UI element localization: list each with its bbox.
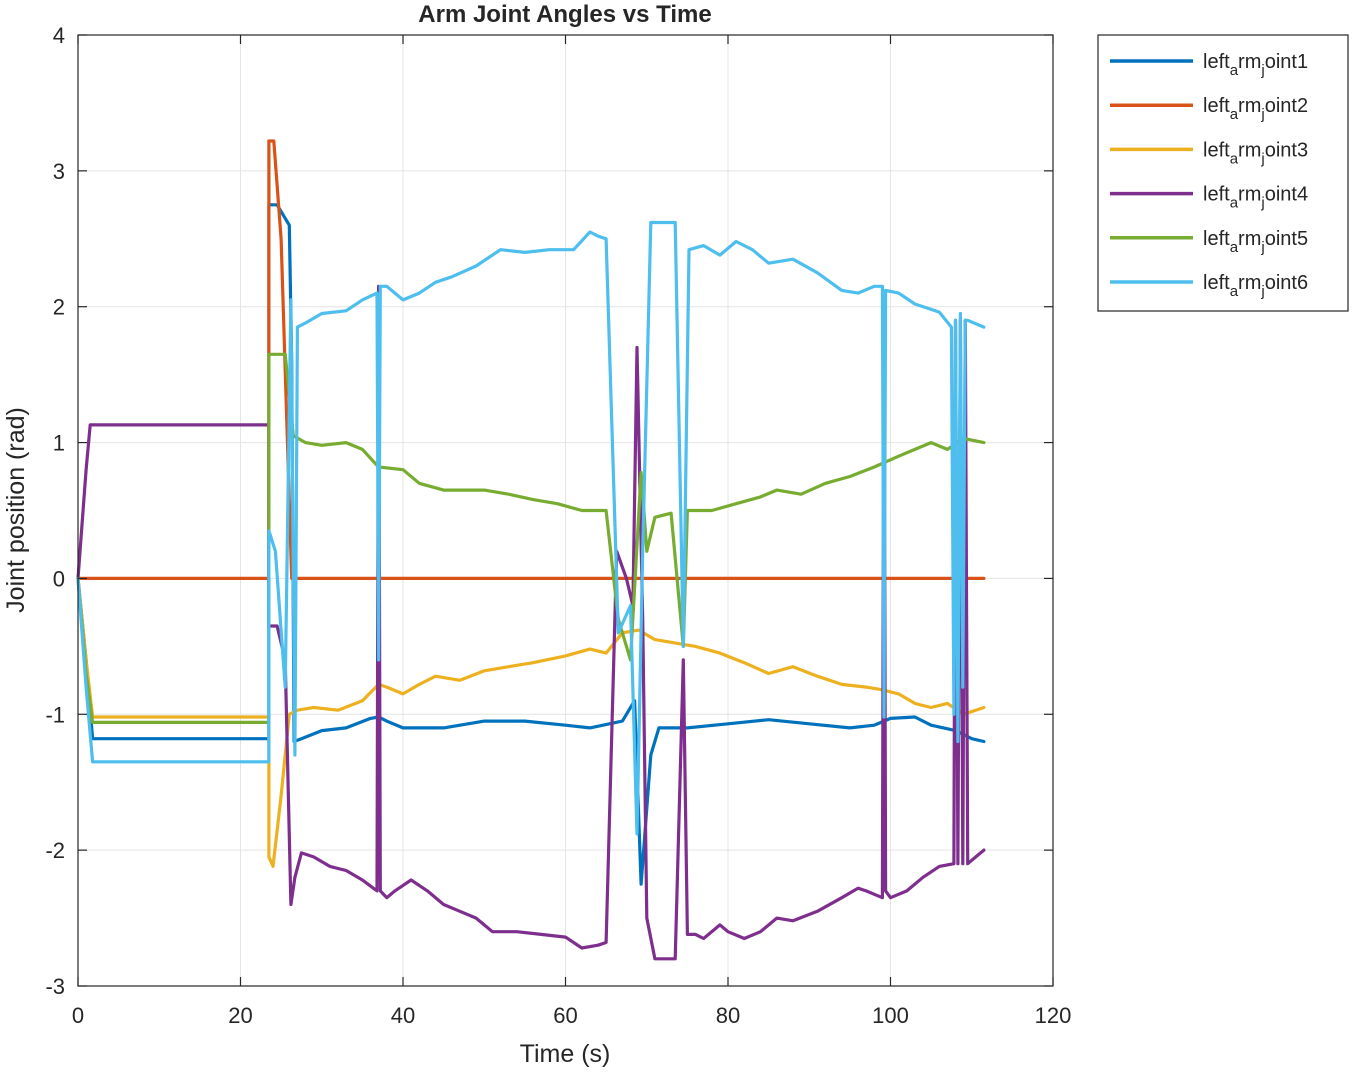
legend-box <box>1097 34 1349 312</box>
y-tick-label: 1 <box>53 431 65 456</box>
x-tick-label: 0 <box>72 1003 84 1028</box>
grid <box>77 34 1054 987</box>
y-tick-label: 0 <box>53 566 65 591</box>
x-tick-label: 80 <box>716 1003 740 1028</box>
y-tick-label: -1 <box>45 702 65 727</box>
y-tick-label: 3 <box>53 159 65 184</box>
series-line-1 <box>76 203 986 886</box>
x-tick-label: 40 <box>391 1003 415 1028</box>
x-tick-label: 20 <box>228 1003 252 1028</box>
x-tick-label: 100 <box>872 1003 909 1028</box>
x-tick-label: 60 <box>553 1003 577 1028</box>
y-tick-label: 2 <box>53 295 65 320</box>
x-axis-label: Time (s) <box>520 1040 611 1068</box>
series-line-3 <box>76 576 986 868</box>
legend-label-3: leftarmjoint3 <box>1203 139 1308 167</box>
y-axis-label: Joint position (rad) <box>2 407 30 613</box>
legend-label-5: leftarmjoint5 <box>1203 228 1308 256</box>
legend-label-4: leftarmjoint4 <box>1203 184 1308 212</box>
series-line-2 <box>76 139 986 580</box>
axis-ticks: 0 20 40 60 80 100 120 -3 -2 -1 0 1 2 3 4 <box>45 23 1071 1028</box>
legend: leftarmjoint1 leftarmjoint2 leftarmjoint3 l… <box>1097 34 1349 312</box>
y-tick-label: 4 <box>53 23 65 48</box>
chart-title: Arm Joint Angles vs Time <box>418 1 711 28</box>
series-line-4 <box>76 284 986 961</box>
legend-label-2: leftarmjoint2 <box>1203 95 1308 123</box>
legend-label-6: leftarmjoint6 <box>1203 272 1308 300</box>
legend-label-1: leftarmjoint1 <box>1203 51 1308 79</box>
series-line-5 <box>76 352 986 724</box>
series-lines <box>76 139 986 961</box>
x-tick-label: 120 <box>1035 1003 1072 1028</box>
y-tick-label: -3 <box>45 974 65 999</box>
series-line-6 <box>76 220 986 836</box>
y-tick-label: -2 <box>45 838 65 863</box>
